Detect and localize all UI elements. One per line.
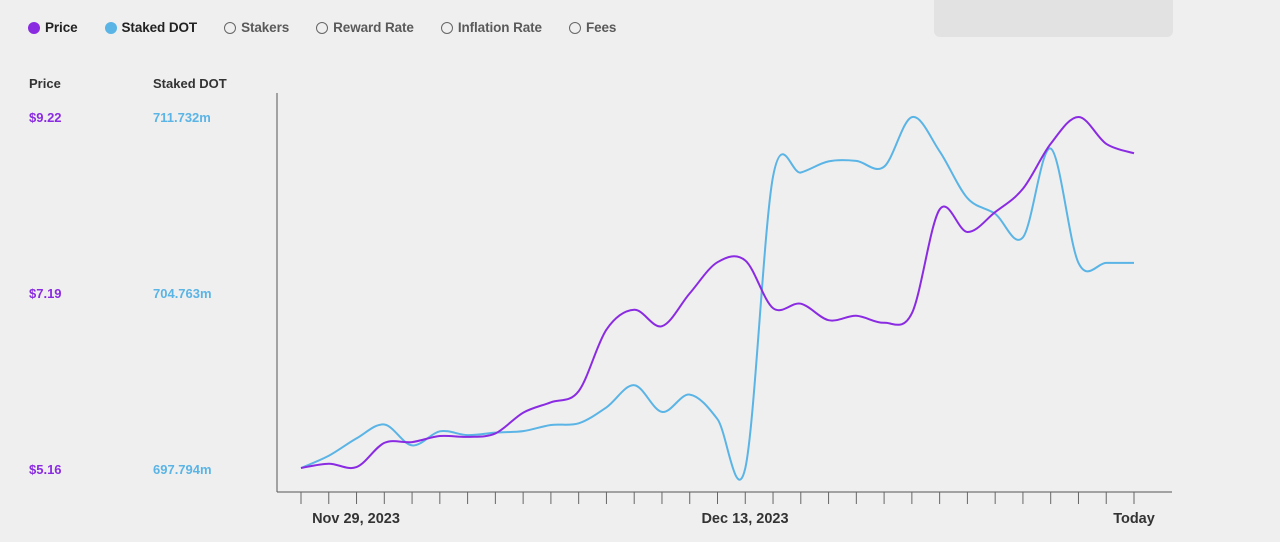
radio-circle-icon	[568, 21, 581, 34]
legend-label: Staked DOT	[121, 20, 198, 35]
price-axis-header: Price	[29, 76, 61, 91]
legend-item-reward-rate[interactable]: Reward Rate	[316, 20, 414, 35]
staked-dot-icon	[104, 21, 117, 34]
legend-label: Price	[45, 20, 78, 35]
price-tick-label: $9.22	[29, 110, 62, 125]
legend-item-staked-dot[interactable]: Staked DOT	[104, 20, 198, 35]
price-series-line[interactable]	[300, 115, 1135, 470]
price-dot-icon	[28, 21, 40, 34]
staked-axis-header: Staked DOT	[153, 76, 227, 91]
price-tick-label: $5.16	[29, 462, 62, 477]
legend-item-inflation-rate[interactable]: Inflation Rate	[440, 20, 542, 35]
radio-circle-icon	[316, 21, 329, 34]
x-label-mid: Dec 13, 2023	[701, 511, 789, 527]
radio-circle-icon	[440, 21, 453, 34]
staked-tick-label: 711.732m	[153, 110, 211, 125]
legend-label: Stakers	[241, 20, 290, 35]
price-tick-label: $7.19	[29, 286, 62, 301]
staked-tick-label: 704.763m	[153, 286, 212, 301]
legend: Price Staked DOT Stakers Reward Rate Inf…	[28, 20, 643, 35]
legend-label: Inflation Rate	[457, 20, 542, 35]
legend-label: Reward Rate	[333, 20, 414, 35]
legend-item-price[interactable]: Price	[28, 20, 78, 35]
staked-tick-label: 697.794m	[153, 462, 212, 477]
x-ticks	[300, 492, 1135, 504]
x-label-end: Today	[1113, 511, 1155, 527]
legend-item-fees[interactable]: Fees	[568, 20, 617, 35]
staked-dot-series-line[interactable]	[300, 116, 1134, 481]
legend-item-stakers[interactable]: Stakers	[224, 20, 289, 35]
top-panel	[934, 0, 1173, 37]
x-label-start: Nov 29, 2023	[312, 511, 400, 527]
radio-circle-icon	[224, 21, 237, 34]
legend-label: Fees	[585, 20, 617, 35]
